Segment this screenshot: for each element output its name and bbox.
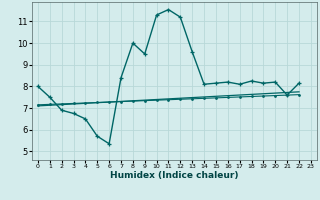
X-axis label: Humidex (Indice chaleur): Humidex (Indice chaleur)	[110, 171, 239, 180]
